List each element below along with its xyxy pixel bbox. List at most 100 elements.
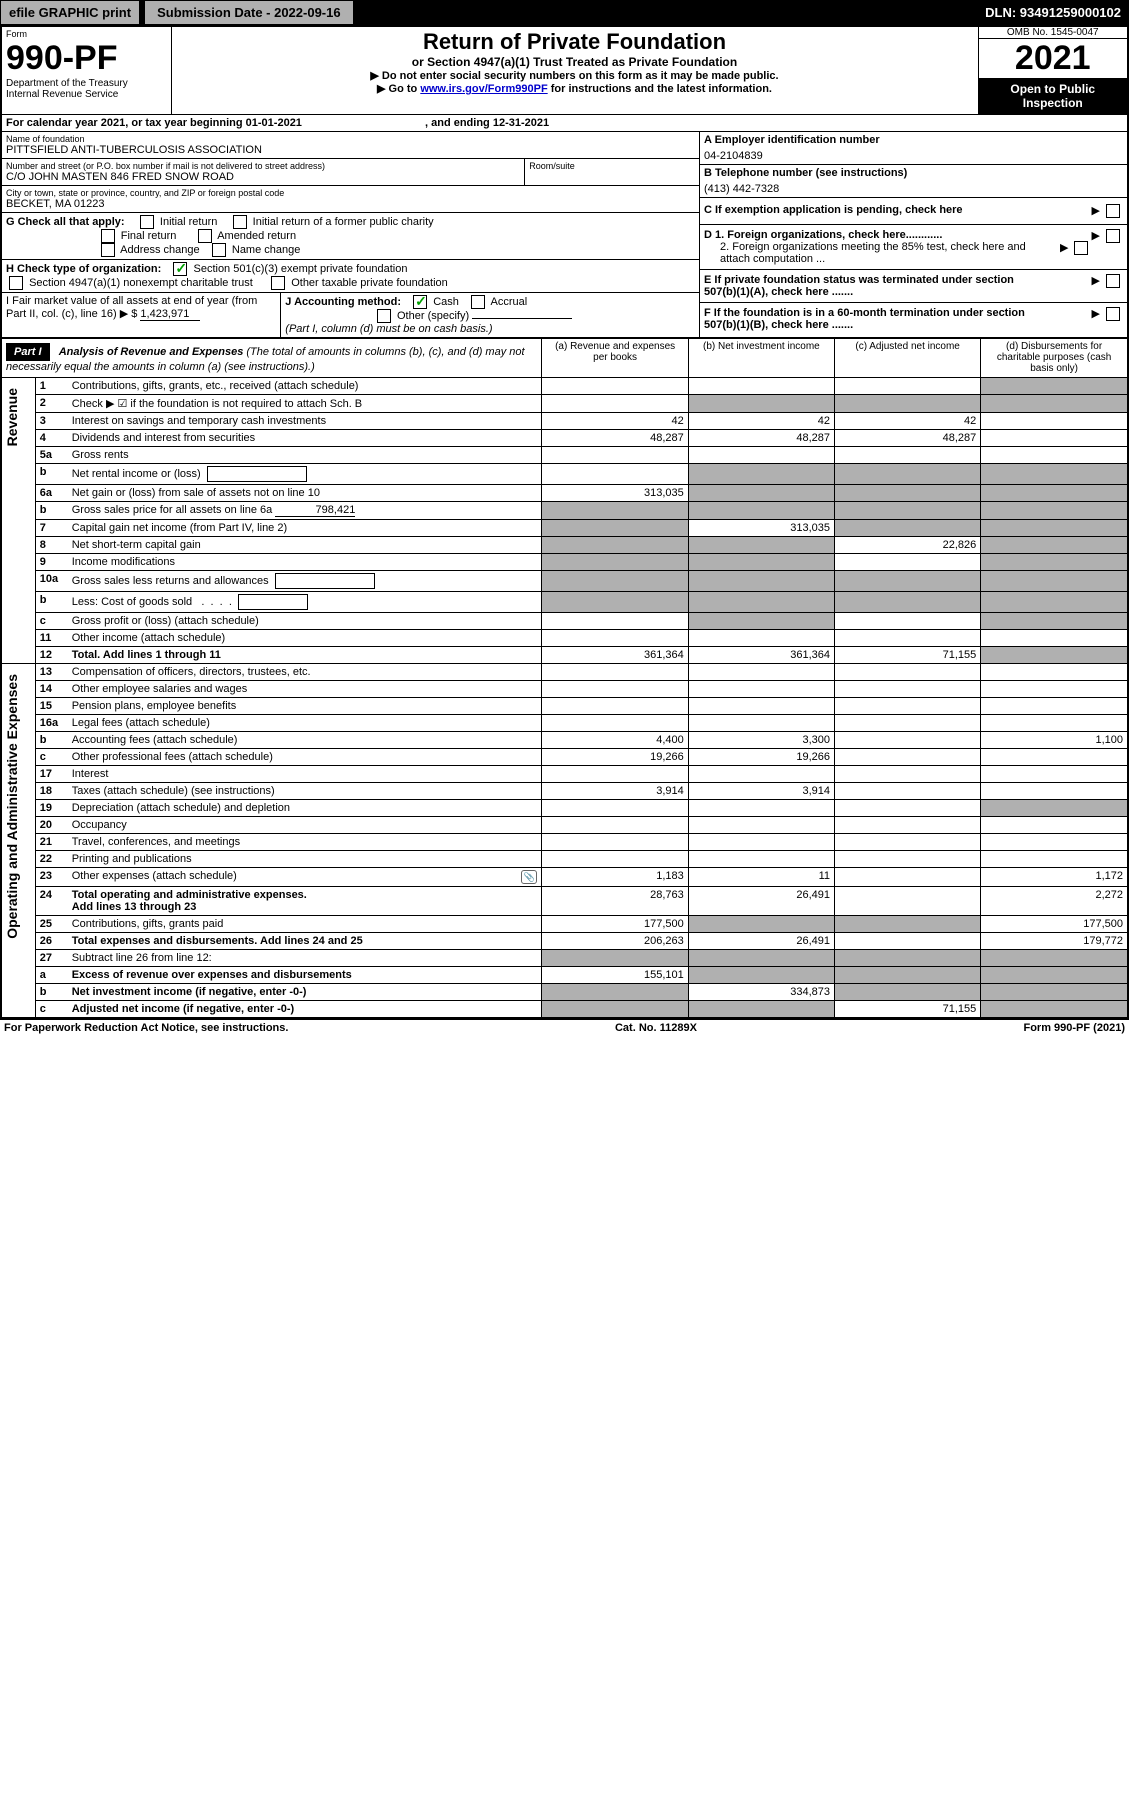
foundation-name: PITTSFIELD ANTI-TUBERCULOSIS ASSOCIATION	[6, 144, 695, 156]
line-num: 27	[36, 950, 68, 966]
col-d-val: 177,500	[981, 916, 1127, 933]
col-a-val	[542, 817, 688, 834]
col-c-val	[834, 395, 980, 413]
part1-header-cell: Part I Analysis of Revenue and Expenses …	[2, 339, 542, 378]
col-b-val: 313,035	[688, 520, 834, 537]
col-b-val	[688, 851, 834, 868]
inline-input[interactable]	[275, 573, 375, 589]
line-row-14: 14Other employee salaries and wages	[2, 681, 1127, 698]
check-initial-former[interactable]	[233, 215, 247, 229]
line-row-24: 24Total operating and administrative exp…	[2, 887, 1127, 916]
check-other-method[interactable]	[377, 309, 391, 323]
col-d-val	[981, 749, 1127, 766]
col-b-val	[688, 715, 834, 732]
line-num: b	[36, 732, 68, 748]
col-c-val	[834, 766, 980, 783]
col-d-val	[981, 430, 1127, 447]
line-row-22: 22Printing and publications	[2, 851, 1127, 868]
col-c-val	[834, 967, 980, 984]
col-a-val: 4,400	[542, 732, 688, 749]
col-a-val: 1,183	[542, 868, 688, 887]
a-label: A Employer identification number	[704, 134, 1123, 146]
col-b-val	[688, 592, 834, 613]
line-num: 7	[36, 520, 68, 536]
check-cash[interactable]	[413, 295, 427, 309]
col-c-val	[834, 698, 980, 715]
line-num: 1	[36, 378, 68, 394]
line-num: 13	[36, 664, 68, 680]
check-initial[interactable]	[140, 215, 154, 229]
footer-right: Form 990-PF (2021)	[1023, 1022, 1125, 1034]
fmv-value: 1,423,971	[140, 308, 200, 321]
inline-input[interactable]	[238, 594, 308, 610]
check-d2[interactable]	[1074, 241, 1088, 255]
line-desc: Accounting fees (attach schedule)	[68, 732, 520, 748]
check-other-tax[interactable]	[271, 276, 285, 290]
line-row-9: 9Income modifications	[2, 554, 1127, 571]
title-cell: Return of Private Foundation or Section …	[171, 26, 978, 115]
box-a: A Employer identification number 04-2104…	[700, 132, 1127, 165]
topbar: efile GRAPHIC print Submission Date - 20…	[0, 0, 1129, 25]
col-a-val: 42	[542, 413, 688, 430]
attachment-icon[interactable]: 📎	[521, 870, 537, 884]
col-a-val	[542, 613, 688, 630]
dept-irs: Internal Revenue Service	[6, 89, 167, 100]
check-final[interactable]	[101, 229, 115, 243]
line-num: b	[36, 984, 68, 1000]
col-a-val	[542, 537, 688, 554]
line-row-1: Revenue1Contributions, gifts, grants, et…	[2, 378, 1127, 395]
col-b-val	[688, 571, 834, 592]
room-cell: Room/suite	[525, 159, 699, 185]
form-number: 990-PF	[6, 39, 167, 78]
check-c[interactable]	[1106, 204, 1120, 218]
line-desc: Gross rents	[68, 447, 520, 463]
col-c-val	[834, 378, 980, 395]
line-row-26: 26Total expenses and disbursements. Add …	[2, 933, 1127, 950]
line-row-b: bAccounting fees (attach schedule)4,4003…	[2, 732, 1127, 749]
col-a-val	[542, 554, 688, 571]
check-f[interactable]	[1106, 307, 1120, 321]
col-d-val	[981, 647, 1127, 664]
irs-link[interactable]: www.irs.gov/Form990PF	[420, 83, 547, 95]
inline-input[interactable]	[207, 466, 307, 482]
line-num: 22	[36, 851, 68, 867]
efile-button[interactable]: efile GRAPHIC print	[0, 0, 140, 25]
footer-left: For Paperwork Reduction Act Notice, see …	[4, 1022, 288, 1034]
check-501c3[interactable]	[173, 262, 187, 276]
line-desc: Excess of revenue over expenses and disb…	[68, 967, 520, 983]
col-b-val: 48,287	[688, 430, 834, 447]
line-row-12: 12Total. Add lines 1 through 11361,36436…	[2, 647, 1127, 664]
check-e[interactable]	[1106, 274, 1120, 288]
sidebar-expenses: Operating and Administrative Expenses	[2, 664, 35, 1018]
col-d-val	[981, 485, 1127, 502]
line-desc: Other expenses (attach schedule)	[68, 868, 518, 886]
check-4947[interactable]	[9, 276, 23, 290]
col-d-val: 179,772	[981, 933, 1127, 950]
check-name-chg[interactable]	[212, 243, 226, 257]
col-d-val	[981, 967, 1127, 984]
col-d-val	[981, 834, 1127, 851]
section-g: G Check all that apply: Initial return I…	[2, 213, 699, 260]
col-a-val: 155,101	[542, 967, 688, 984]
col-c-val	[834, 732, 980, 749]
check-addr[interactable]	[101, 243, 115, 257]
line-desc: Total operating and administrative expen…	[68, 887, 520, 915]
line-desc: Net investment income (if negative, ente…	[68, 984, 520, 1000]
col-d-val	[981, 378, 1127, 395]
col-a-val	[542, 715, 688, 732]
line-num: b	[36, 464, 68, 484]
line-row-21: 21Travel, conferences, and meetings	[2, 834, 1127, 851]
line-num: 16a	[36, 715, 68, 731]
col-d-val	[981, 502, 1127, 520]
col-a-val	[542, 766, 688, 783]
col-a-val: 19,266	[542, 749, 688, 766]
line-row-23: 23Other expenses (attach schedule)📎1,183…	[2, 868, 1127, 887]
street-value: C/O JOHN MASTEN 846 FRED SNOW ROAD	[6, 171, 520, 183]
col-b-val: 3,914	[688, 783, 834, 800]
check-amended[interactable]	[198, 229, 212, 243]
check-accrual[interactable]	[471, 295, 485, 309]
col-d-val: 1,100	[981, 732, 1127, 749]
submission-date-button[interactable]: Submission Date - 2022-09-16	[144, 0, 354, 25]
calendar-year-row: For calendar year 2021, or tax year begi…	[1, 115, 1128, 132]
check-d1[interactable]	[1106, 229, 1120, 243]
